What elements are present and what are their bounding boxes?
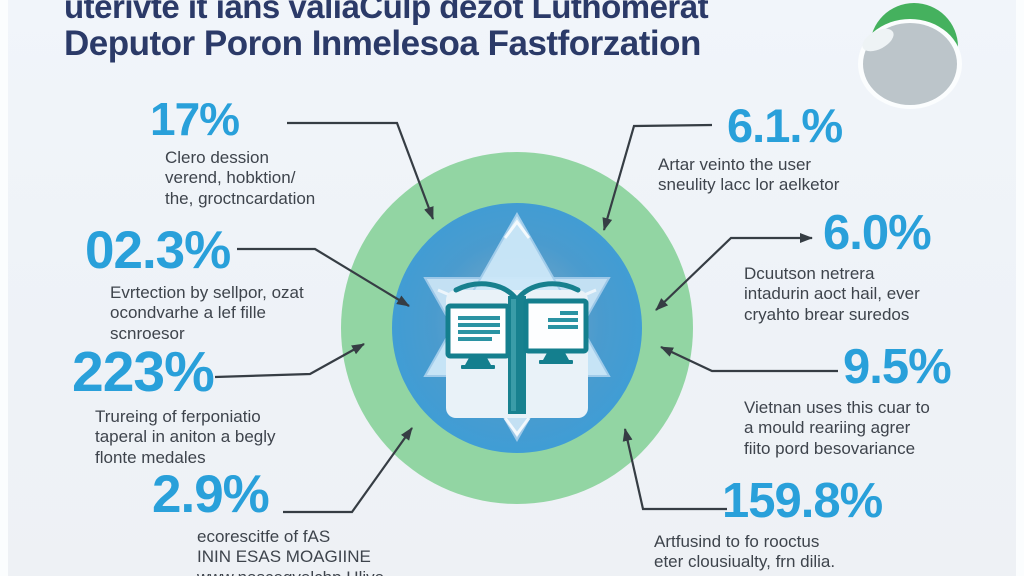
connected-monitors-icon [445,281,589,414]
stat-description: Artar veinto the user sneulity lacc lor … [658,155,842,196]
stat-block-29: 2.9% ecorescitfe of fAS ININ ESAS MOAGII… [152,468,384,576]
stat-line: ocondvarhe a lef fille [110,303,266,323]
logo-highlight [862,28,894,52]
central-emblem [341,152,693,504]
stat-line: intadurin aoct hail, ever [744,284,920,304]
connector-1598 [622,428,727,511]
stat-line: www.nascegvelchp Hlive [197,568,384,576]
stat-line: a mould reariing agrer [744,418,911,438]
stat-line: scnroesor [110,323,185,343]
stat-value: 02.3% [85,221,231,280]
stat-line: Clero dession [165,148,269,167]
stat-description: Dcuutson netrera intadurin aoct hail, ev… [744,264,931,325]
stat-line: ecorescitfe of fAS [197,527,331,546]
connector-60 [655,233,813,311]
stat-line: Trureing of ferponiatio [95,407,261,426]
stat-value: 17% [150,93,240,145]
connector-023 [237,247,410,307]
stat-line: cryahto brear suredos [744,304,910,324]
stat-value: 2.9% [152,465,270,524]
green-sphere-logo [858,3,962,109]
stat-line: verend, hobktion/ [165,168,296,188]
stat-line: taperal in aniton a begly [95,427,276,447]
stat-line: ININ ESAS MOAGIINE [197,547,371,567]
connector-95 [660,346,838,373]
stat-block-023: 02.3% Evrtection by sellpor, ozat ocondv… [85,224,304,344]
stat-line: Artfusind to fo rooctus [654,532,820,551]
stat-line: Vietnan uses this cuar to [744,398,930,417]
title-line-1: uterivte it ians valiaCulp dezot Luthome… [64,0,709,25]
title-line-2: Deputor Poron Inmelesoa Fastforzation [64,24,701,63]
stat-value: 9.5% [843,340,952,394]
connector-61 [602,123,713,231]
connector-17 [287,121,435,220]
left-border [0,0,8,576]
stat-line: Evrtection by sellpor, ozat [110,283,304,302]
stat-description: Evrtection by sellpor, ozat ocondvarhe a… [110,283,304,344]
stat-block-17: 17% Clero dession verend, hobktion/ the,… [150,96,315,209]
page-title: uterivte it ians valiaCulp dezot Luthome… [64,0,709,63]
connector-arrows [214,121,838,514]
stat-value: 159.8% [722,474,883,528]
connector-29 [283,427,413,514]
stat-value: 223% [72,340,215,404]
stat-block-95: 9.5% Vietnan uses this cuar to a mould r… [744,340,952,459]
stat-block-1598: 159.8% Artfusind to fo rooctus eter clou… [654,474,883,573]
stat-description: Vietnan uses this cuar to a mould rearii… [744,398,951,459]
stat-line: eter clousiualty, frn dilia. [654,552,836,572]
stat-description: Artfusind to fo rooctus eter clousiualty… [654,532,882,573]
stat-value: 6.1.% [727,99,843,152]
right-border [1016,0,1024,576]
stat-line: sneulity lacc lor aelketor [658,175,840,195]
stat-line: Dcuutson netrera [744,264,875,283]
stat-block-60: 6.0% Dcuutson netrera intadurin aoct hai… [744,206,932,325]
stat-line: Artar veinto the user [658,155,812,174]
stat-description: Trureing of ferponiatio taperal in anito… [95,407,276,468]
stat-line: the, groctncardation [165,188,316,208]
stat-line: flonte medales [95,447,206,467]
stat-description: Clero dession verend, hobktion/ the, gro… [165,148,315,209]
stat-line: fiito pord besovariance [744,438,916,458]
stat-value: 6.0% [823,206,932,260]
connector-223 [214,343,365,379]
stat-description: ecorescitfe of fAS ININ ESAS MOAGIINE ww… [197,527,384,576]
stat-block-61: 6.1.% Artar veinto the user sneulity lac… [658,99,843,196]
stat-block-223: 223% Trureing of ferponiatio taperal in … [72,344,276,468]
